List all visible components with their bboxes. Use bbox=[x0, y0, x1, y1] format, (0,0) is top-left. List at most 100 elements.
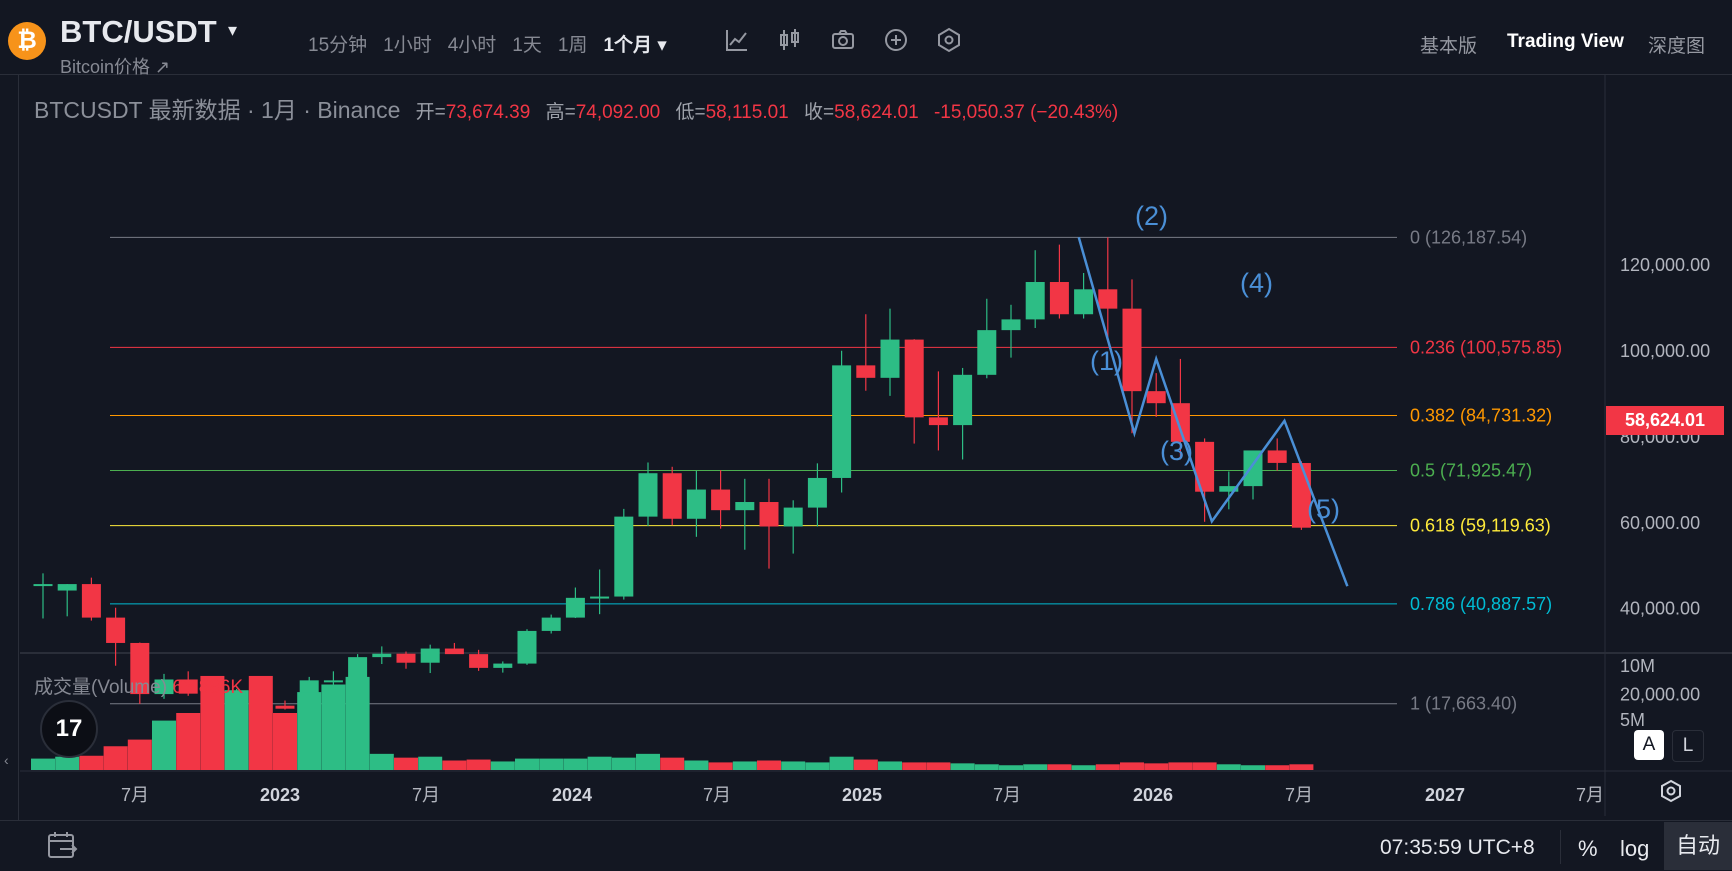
left-strip bbox=[0, 74, 19, 820]
volume-bar bbox=[273, 713, 297, 770]
view-tradingview[interactable]: Trading View bbox=[1507, 31, 1624, 52]
volume-bar bbox=[563, 758, 588, 770]
candle-body bbox=[1195, 441, 1215, 492]
volume-bar bbox=[636, 753, 660, 770]
candle-body bbox=[832, 365, 852, 478]
interval-1w[interactable]: 1周 bbox=[557, 35, 588, 56]
last-price-tag: 58,624.01 bbox=[1606, 406, 1724, 435]
volume-bar bbox=[466, 759, 491, 770]
volume-bar bbox=[152, 720, 176, 770]
candle-body bbox=[154, 679, 174, 695]
candle-body bbox=[493, 663, 513, 668]
volume-bar bbox=[829, 756, 854, 770]
volume-bar bbox=[1144, 763, 1169, 770]
interval-1d[interactable]: 1天 bbox=[512, 35, 542, 56]
auto-scale-button[interactable]: A bbox=[1634, 730, 1664, 760]
symbol-dropdown-icon[interactable]: ▾ bbox=[228, 20, 238, 40]
volume-legend: 成交量(Volume) 63 886K bbox=[34, 672, 243, 699]
volume-bar bbox=[103, 746, 128, 770]
bitcoin-logo-icon: ₿ bbox=[8, 22, 46, 60]
volume-bar bbox=[926, 762, 951, 770]
tradingview-logo[interactable]: 17 bbox=[40, 700, 98, 758]
utc-clock[interactable]: 07:35:59 UTC+8 bbox=[1380, 836, 1535, 859]
candle-body bbox=[275, 705, 295, 709]
interval-4h[interactable]: 4小时 bbox=[447, 35, 497, 56]
candle-body bbox=[711, 489, 731, 511]
candle-body bbox=[928, 417, 948, 426]
legend-close-label: 收= bbox=[804, 102, 835, 123]
settings-hex-icon[interactable] bbox=[934, 27, 964, 57]
elliott-wave-drawing[interactable]: (1) (2) (3) (4) (5) bbox=[1077, 201, 1349, 587]
candle-body bbox=[1219, 486, 1239, 492]
fib-level-label: 0.236 (100,575.85) bbox=[1410, 337, 1562, 357]
symbol-title[interactable]: BTC/USDT bbox=[60, 14, 217, 49]
chart-frame bbox=[20, 74, 1732, 816]
volume-bar bbox=[1047, 764, 1072, 770]
candle-body bbox=[1001, 319, 1021, 331]
candle-body bbox=[904, 339, 924, 418]
candle-body bbox=[735, 502, 755, 511]
volume-bar bbox=[1289, 764, 1314, 770]
volume-axis-label: 5M bbox=[1620, 710, 1645, 730]
log-toggle[interactable]: log bbox=[1620, 836, 1650, 861]
volume-bar bbox=[999, 765, 1023, 770]
fibonacci-retracement[interactable]: 0 (126,187.54) 0.236 (100,575.85) 0.382 (8… bbox=[110, 227, 1562, 714]
time-axis-label: 2026 bbox=[1133, 785, 1173, 805]
legend-low: 58,115.01 bbox=[705, 102, 789, 123]
plus-circle-icon[interactable] bbox=[881, 27, 911, 57]
volume-bar bbox=[539, 758, 564, 770]
time-axis-label: 7月 bbox=[412, 785, 440, 805]
legend-open: 73,674.39 bbox=[445, 102, 531, 123]
indicator-chart-icon[interactable] bbox=[722, 27, 752, 57]
time-axis-label: 2023 bbox=[260, 785, 300, 805]
volume-bar bbox=[757, 760, 781, 770]
candle-body bbox=[541, 617, 561, 631]
log-scale-button[interactable]: L bbox=[1672, 730, 1704, 762]
symbol-subtitle-link[interactable]: Bitcoin价格 ↗ bbox=[60, 57, 171, 77]
collapse-panel-icon[interactable]: ‹ bbox=[4, 752, 9, 768]
interval-1h[interactable]: 1小时 bbox=[383, 35, 432, 56]
fib-level-label: 0 (126,187.54) bbox=[1410, 227, 1527, 247]
candle-body bbox=[1049, 282, 1069, 315]
interval-1mo[interactable]: 1个月 ▾ bbox=[603, 35, 667, 56]
volume-bar bbox=[974, 764, 999, 770]
candle-body bbox=[880, 339, 900, 378]
candle-body bbox=[106, 617, 126, 643]
fib-level-label: 1 (17,663.40) bbox=[1410, 694, 1517, 714]
time-axis-settings-icon[interactable] bbox=[1656, 778, 1686, 808]
volume-bar bbox=[660, 757, 685, 770]
candles-icon[interactable] bbox=[775, 27, 805, 57]
percent-toggle[interactable]: % bbox=[1578, 836, 1598, 861]
view-basic[interactable]: 基本版 bbox=[1420, 36, 1478, 57]
volume-bar bbox=[515, 758, 539, 770]
volume-bar bbox=[1071, 765, 1096, 770]
candle-body bbox=[686, 489, 706, 519]
candle-body bbox=[1122, 308, 1142, 392]
calendar-range-icon[interactable] bbox=[46, 830, 80, 868]
volume-bar bbox=[31, 758, 55, 770]
candle-body bbox=[178, 679, 198, 694]
candle-body bbox=[348, 657, 368, 681]
candles bbox=[33, 237, 1311, 713]
view-depth[interactable]: 深度图 bbox=[1648, 36, 1706, 57]
candle-body bbox=[638, 473, 658, 517]
price-axis-label: 100,000.00 bbox=[1620, 341, 1710, 361]
volume-bar bbox=[950, 763, 975, 770]
time-axis-label: 7月 bbox=[993, 785, 1021, 805]
price-axis-label: 40,000.00 bbox=[1620, 599, 1700, 619]
volume-bar bbox=[79, 755, 104, 770]
axes: 120,000.00100,000.0080,000.0060,000.0040… bbox=[121, 255, 1710, 805]
volume-bar bbox=[684, 760, 709, 770]
volume-bar bbox=[321, 684, 346, 770]
legend-open-label: 开= bbox=[415, 102, 446, 123]
time-axis-label: 7月 bbox=[1576, 785, 1604, 805]
legend-high: 74,092.00 bbox=[575, 102, 661, 123]
candle-body bbox=[33, 584, 53, 587]
auto-toggle[interactable]: 自动 bbox=[1664, 822, 1732, 870]
volume-bar bbox=[1023, 764, 1048, 770]
camera-icon[interactable] bbox=[828, 27, 858, 57]
wave-label: (3) bbox=[1160, 436, 1193, 466]
interval-15m[interactable]: 15分钟 bbox=[308, 35, 368, 56]
candle-body bbox=[783, 507, 803, 527]
